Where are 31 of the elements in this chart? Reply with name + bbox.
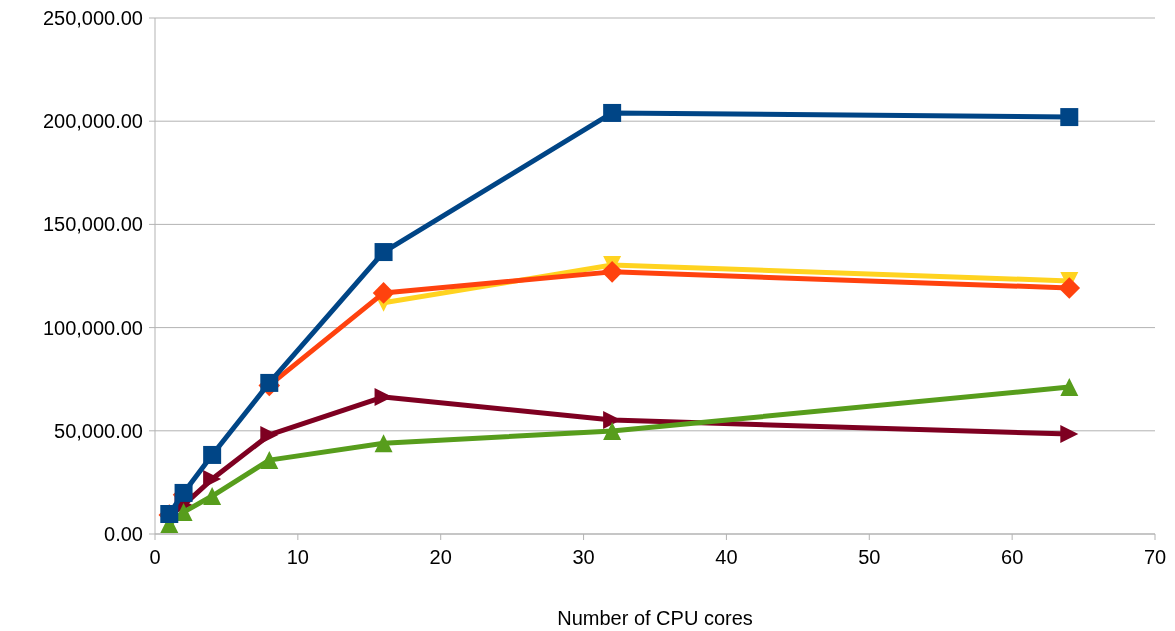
point bbox=[203, 487, 222, 506]
point bbox=[1060, 108, 1079, 127]
point bbox=[374, 434, 393, 453]
point bbox=[260, 373, 279, 392]
point bbox=[174, 483, 193, 502]
y-tick-label: 200,000.00 bbox=[42, 110, 143, 133]
point bbox=[374, 243, 393, 262]
point bbox=[203, 445, 222, 464]
point bbox=[260, 451, 279, 470]
point bbox=[603, 103, 622, 122]
point bbox=[1060, 425, 1079, 444]
x-tick-label: 60 bbox=[1001, 546, 1024, 568]
x-tick-label: 10 bbox=[286, 546, 309, 568]
x-tick-label: 30 bbox=[572, 546, 595, 568]
point bbox=[1058, 277, 1081, 299]
x-tick-label: 0 bbox=[149, 546, 161, 568]
y-tick-label: 0.00 bbox=[104, 523, 143, 545]
x-tick-label: 40 bbox=[715, 546, 738, 568]
y-tick-label: 150,000.00 bbox=[42, 213, 143, 236]
point bbox=[601, 261, 623, 283]
y-tick-label: 50,000.00 bbox=[54, 419, 143, 442]
y-tick-label: 100,000.00 bbox=[42, 316, 143, 339]
x-axis-title: Number of CPU cores bbox=[557, 607, 753, 629]
x-tick-label: 50 bbox=[858, 546, 881, 568]
point bbox=[372, 282, 395, 304]
x-tick-label: 20 bbox=[429, 546, 452, 568]
x-tick-label: 70 bbox=[1143, 546, 1167, 568]
point bbox=[1060, 378, 1079, 397]
point bbox=[603, 422, 622, 441]
y-tick-label: 250,000.00 bbox=[42, 7, 143, 29]
point bbox=[260, 425, 279, 444]
